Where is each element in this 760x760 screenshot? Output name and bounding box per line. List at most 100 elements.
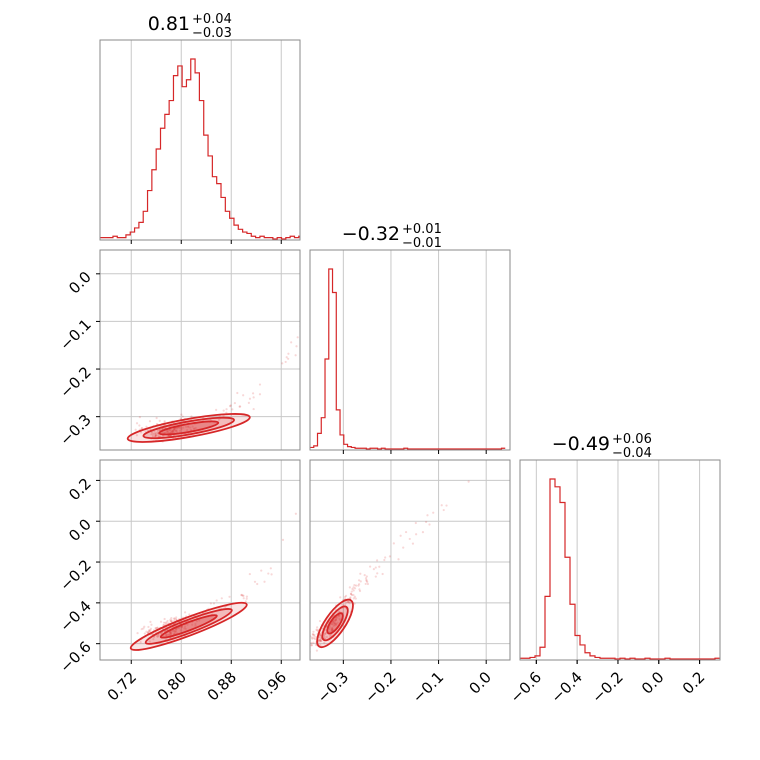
- sample-point: [154, 434, 158, 437]
- sample-point: [151, 434, 155, 438]
- x-tick-label: 0.80: [154, 668, 190, 704]
- sample-point: [338, 614, 341, 618]
- sample-point: [350, 590, 353, 593]
- sample-point: [183, 625, 187, 628]
- sample-point: [173, 429, 176, 432]
- sample-point: [358, 589, 362, 593]
- sample-point: [166, 619, 169, 623]
- sample-point: [323, 637, 326, 640]
- sample-point: [175, 429, 178, 432]
- sample-point: [353, 602, 356, 605]
- sample-point: [228, 595, 231, 598]
- sample-point: [359, 572, 362, 575]
- sample-point: [162, 621, 166, 624]
- sample-point: [310, 641, 313, 645]
- sample-point: [442, 508, 445, 512]
- sample-point: [331, 628, 334, 631]
- sample-point: [338, 618, 342, 621]
- sample-point: [147, 629, 150, 633]
- sample-point: [149, 629, 152, 632]
- sample-point: [312, 630, 315, 633]
- sample-point: [290, 341, 293, 344]
- sample-point: [402, 546, 405, 549]
- sample-point: [331, 627, 334, 630]
- sample-point: [354, 597, 357, 600]
- sample-point: [172, 629, 176, 632]
- sample-point: [425, 520, 428, 524]
- sample-point: [408, 537, 411, 541]
- sample-point: [161, 435, 164, 438]
- y-tick-label: 0.0: [65, 268, 95, 298]
- sample-point: [149, 620, 152, 623]
- panel-title-plus: +0.01: [402, 222, 442, 237]
- sample-point: [184, 425, 188, 428]
- sample-point: [170, 619, 173, 622]
- sample-point: [295, 345, 298, 348]
- sample-point: [365, 575, 368, 578]
- sample-point: [306, 646, 308, 648]
- sample-point: [372, 568, 375, 571]
- y-tick-label: −0.3: [56, 411, 94, 449]
- sample-point: [335, 623, 338, 626]
- x-tick-label: −0.6: [507, 668, 545, 706]
- sample-point: [189, 426, 192, 429]
- x-tick-label: 0.0: [465, 668, 495, 698]
- sample-point: [174, 630, 178, 633]
- sample-point: [169, 633, 172, 636]
- sample-point: [168, 429, 171, 432]
- sample-point: [378, 565, 381, 568]
- histogram-step-1: [310, 268, 506, 450]
- sample-point: [240, 593, 243, 596]
- sample-point: [331, 628, 334, 631]
- sample-point: [169, 631, 172, 634]
- sample-point: [186, 425, 190, 428]
- y-tick-label: −0.4: [56, 597, 94, 635]
- sample-point: [267, 572, 270, 575]
- sample-point: [316, 629, 319, 632]
- density-contour: [126, 413, 251, 443]
- sample-point: [304, 642, 306, 644]
- sample-point: [281, 362, 284, 365]
- sample-point: [191, 425, 194, 428]
- sample-point: [374, 566, 377, 569]
- sample-point: [327, 511, 329, 513]
- sample-point: [136, 632, 139, 635]
- sample-point: [333, 623, 336, 626]
- sample-point: [171, 431, 174, 434]
- sample-point: [325, 635, 328, 639]
- sample-point: [180, 625, 184, 628]
- sample-point: [312, 510, 314, 512]
- sample-point: [294, 354, 297, 357]
- sample-point: [318, 619, 322, 623]
- density-contour: [316, 598, 354, 649]
- sample-point: [340, 603, 343, 606]
- sample-point: [212, 602, 216, 605]
- sample-point: [170, 632, 173, 635]
- density-contour: [144, 608, 233, 645]
- sample-point: [172, 632, 176, 635]
- density-contour: [142, 416, 235, 440]
- sample-point: [381, 572, 384, 576]
- sample-point: [140, 628, 143, 631]
- sample-point: [244, 600, 247, 603]
- panel-title-plus: +0.04: [192, 12, 232, 27]
- sample-point: [369, 565, 372, 568]
- sample-point: [347, 600, 350, 604]
- sample-point: [151, 433, 154, 436]
- sample-point: [285, 356, 288, 359]
- sample-point: [150, 623, 153, 626]
- sample-point: [154, 627, 158, 630]
- sample-point: [169, 631, 172, 634]
- density-contour: [159, 614, 218, 639]
- sample-point: [139, 641, 142, 644]
- sample-point: [334, 622, 338, 625]
- sample-point: [357, 584, 360, 587]
- sample-point: [323, 641, 326, 644]
- sample-point: [366, 582, 370, 586]
- sample-point: [198, 619, 201, 622]
- sample-point: [173, 427, 176, 431]
- sample-point: [171, 431, 174, 434]
- sample-point: [332, 620, 335, 623]
- sample-point: [426, 514, 429, 517]
- sample-point: [239, 405, 242, 408]
